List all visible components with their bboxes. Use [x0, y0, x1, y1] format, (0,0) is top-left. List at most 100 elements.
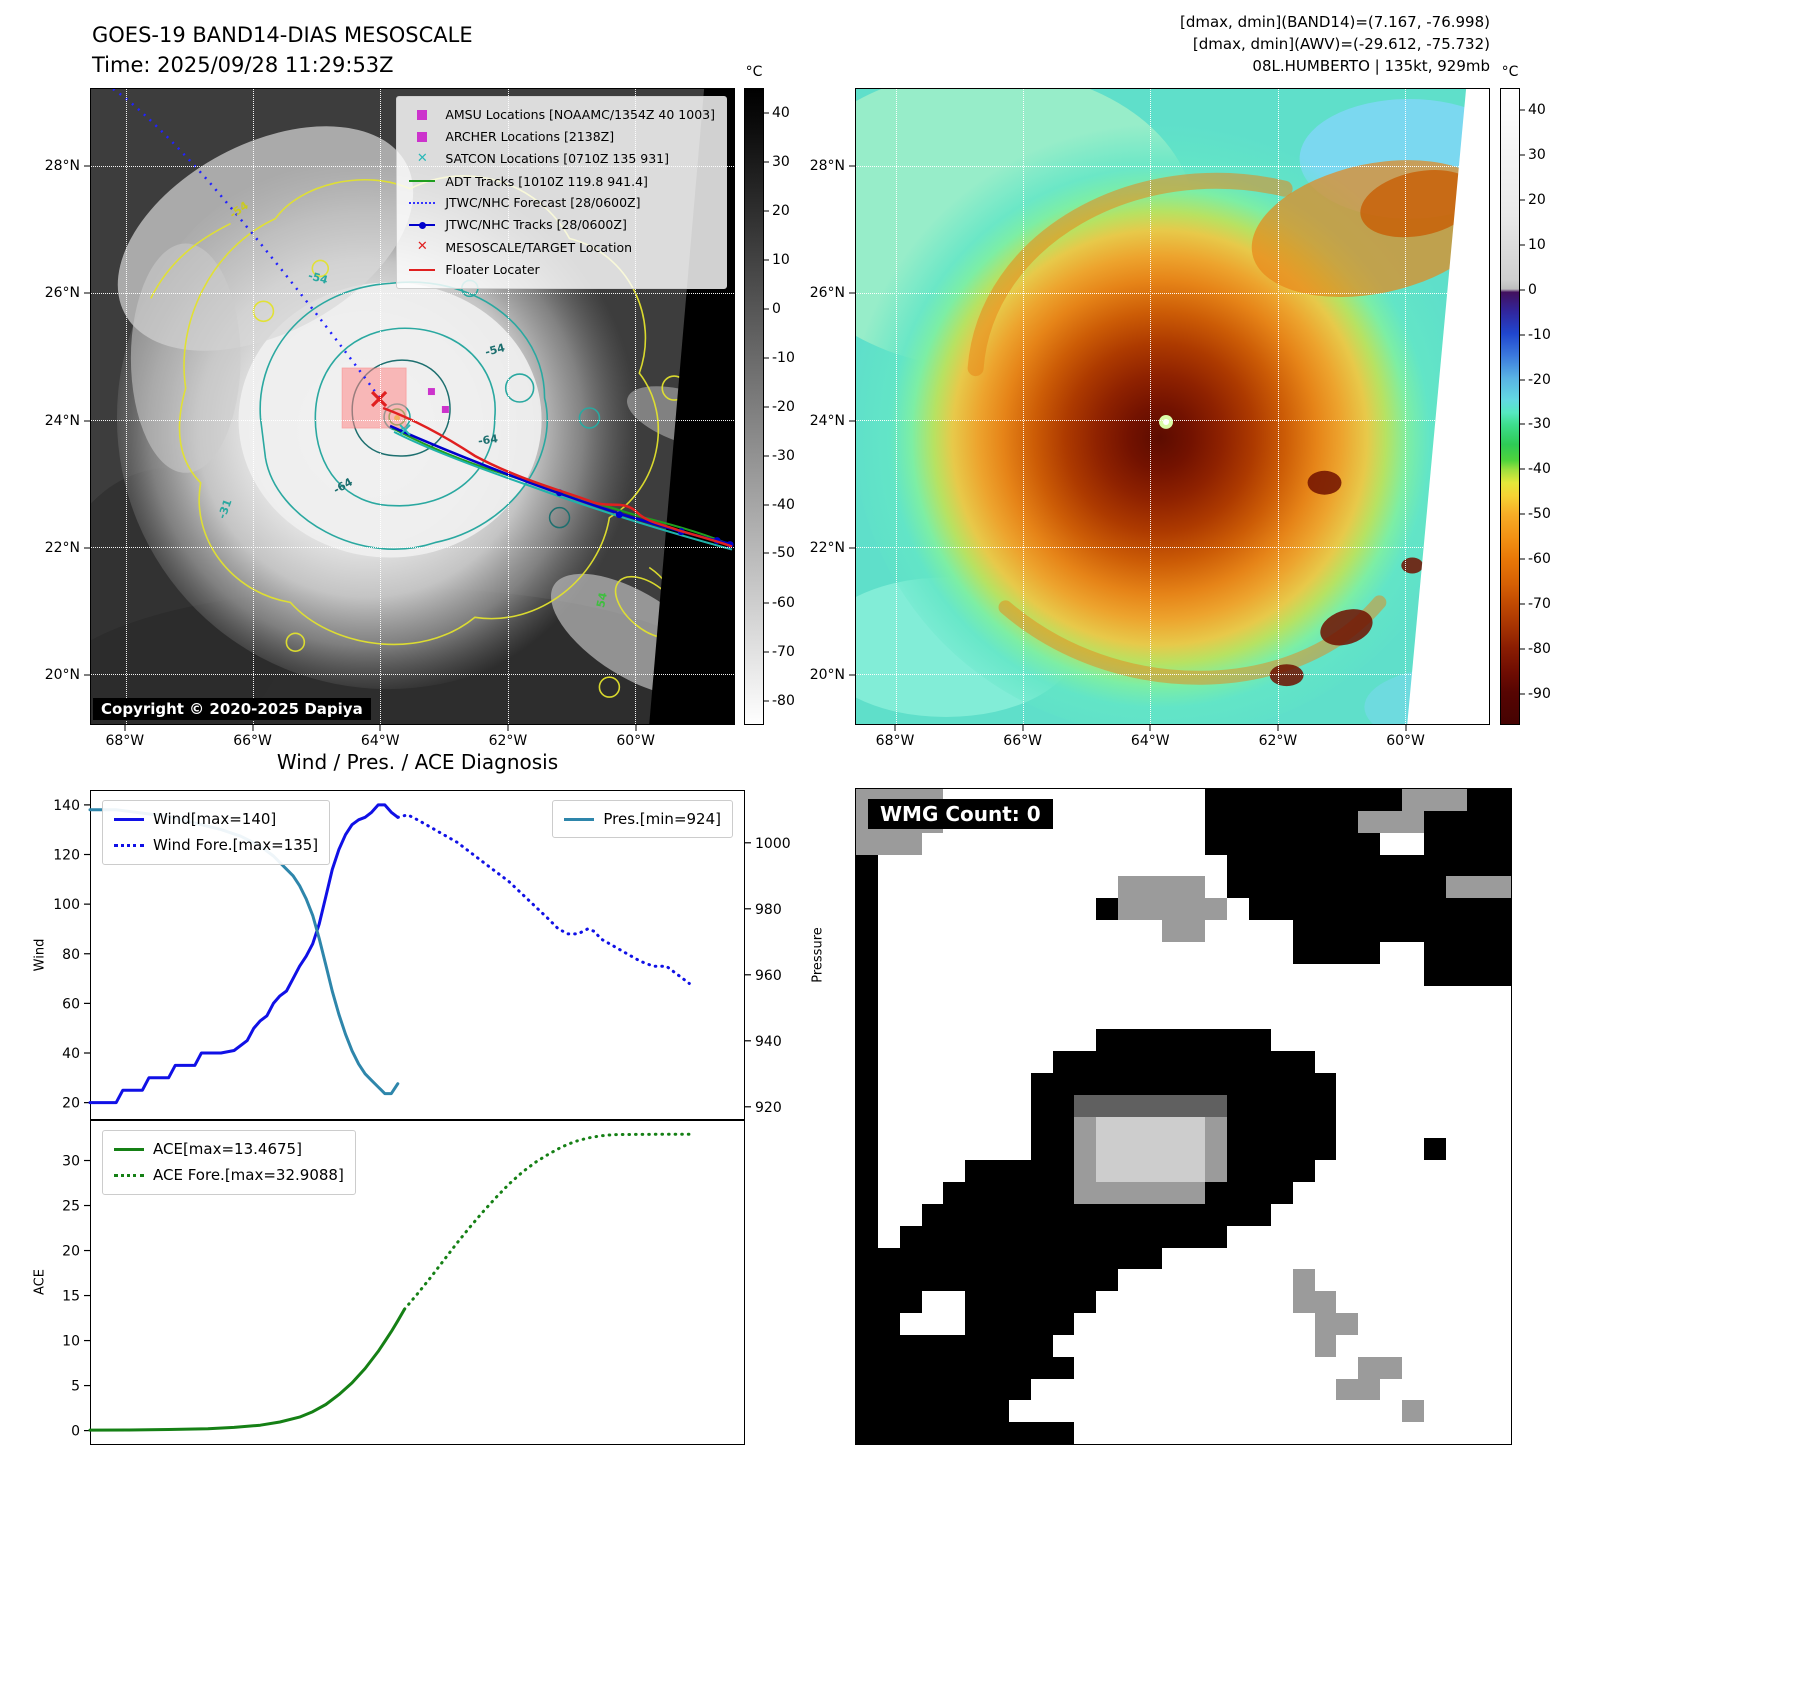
wmg-cell	[1074, 1291, 1097, 1313]
wmg-cell	[877, 1029, 900, 1051]
wmg-cell	[1183, 1225, 1206, 1248]
enhanced-ir-map-plot	[855, 88, 1490, 725]
wmg-cell	[943, 963, 966, 986]
wmg-cell	[965, 898, 987, 920]
series-ace-max-13-4675-	[88, 1307, 406, 1432]
satcon-track-line	[393, 431, 733, 551]
wmg-cell	[1380, 1182, 1402, 1204]
wmg-cell	[1489, 789, 1511, 811]
wmg-cell	[1205, 1225, 1228, 1248]
wmg-cell	[1008, 1225, 1031, 1248]
wmg-cell	[1445, 1072, 1468, 1095]
legend-row: Pres.[min=924]	[564, 806, 721, 832]
wmg-cell	[899, 1138, 922, 1161]
wmg-cell	[899, 1291, 922, 1313]
wmg-cell	[1074, 1400, 1097, 1423]
wmg-cell	[1380, 985, 1402, 1008]
wmg-cell	[1161, 941, 1184, 964]
wmg-cell	[943, 876, 966, 899]
axis-tick-label: 30	[62, 1154, 80, 1170]
wmg-cell	[1292, 1225, 1315, 1248]
wmg-cell	[856, 876, 878, 899]
colorbar-tick-label: -70	[1528, 595, 1551, 612]
wmg-cell	[921, 1291, 944, 1313]
lat-tick-label: 22°N	[44, 539, 80, 556]
wmg-cell	[1336, 1356, 1359, 1379]
wmg-cell	[987, 1094, 1009, 1117]
wmg-cell	[1183, 963, 1206, 986]
wmg-cell	[1118, 1334, 1140, 1357]
wmg-cell	[1401, 963, 1424, 986]
wmg-cell	[1401, 810, 1424, 833]
wmg-cell	[1074, 1422, 1097, 1444]
wmg-cell	[1161, 1094, 1184, 1117]
wmg-cell	[1445, 876, 1468, 899]
wmg-cell	[1161, 1116, 1184, 1139]
wmg-cell	[899, 963, 922, 986]
wmg-cell	[1008, 985, 1031, 1008]
wmg-cell	[1314, 876, 1337, 899]
legend-label: Wind[max=140]	[153, 810, 277, 828]
wmg-cell	[1445, 1313, 1468, 1335]
wmg-cell	[1052, 1356, 1075, 1379]
axis-tick-label: 940	[755, 1034, 782, 1050]
wmg-cell	[1423, 876, 1446, 899]
wmg-cell	[1467, 898, 1490, 920]
wmg-cell	[1401, 1378, 1424, 1401]
wmg-cell	[1249, 1356, 1271, 1379]
wmg-cell	[943, 1138, 966, 1161]
wmg-cell	[1030, 854, 1053, 877]
wmg-cell	[877, 1051, 900, 1073]
wmg-cell	[1336, 1138, 1359, 1161]
wmg-cell	[856, 1116, 878, 1139]
wmg-cell	[1249, 1138, 1271, 1161]
colorbar-tick	[1520, 289, 1525, 291]
colorbar-tick	[764, 406, 769, 407]
wmg-cell	[1161, 1182, 1184, 1204]
wmg-cell	[877, 898, 900, 920]
wmg-cell	[1096, 1029, 1118, 1051]
legend-row: Wind Fore.[max=135]	[114, 832, 318, 858]
wmg-cell	[1336, 1182, 1359, 1204]
wmg-cell	[965, 1269, 987, 1292]
axis-tick	[1405, 725, 1407, 731]
axis-tick	[124, 725, 126, 731]
wmg-cell	[856, 1291, 878, 1313]
colorbar-tick	[764, 602, 769, 603]
wmg-cell	[1183, 810, 1206, 833]
wmg-cell	[1336, 1334, 1359, 1357]
wmg-cell	[1052, 1291, 1075, 1313]
wmg-cell	[1336, 1422, 1359, 1444]
wmg-cell	[1292, 1334, 1315, 1357]
wmg-cell	[1314, 1160, 1337, 1182]
wmg-cell	[1096, 789, 1118, 811]
wmg-cell	[1183, 1160, 1206, 1182]
axis-tick-label: 100	[53, 897, 80, 913]
wmg-cell	[1358, 1160, 1380, 1182]
wmg-cell	[1292, 941, 1315, 964]
wmg-cell	[1292, 1203, 1315, 1226]
wmg-cell	[1074, 1160, 1097, 1182]
wmg-cell	[1227, 1225, 1249, 1248]
wmg-cell	[1401, 1269, 1424, 1292]
wmg-cell	[1380, 789, 1402, 811]
wmg-cell	[1401, 1334, 1424, 1357]
wmg-cell	[1270, 985, 1293, 1008]
wmg-cell	[1139, 920, 1162, 942]
wmg-cell	[1445, 920, 1468, 942]
wmg-cell	[1030, 1334, 1053, 1357]
wmg-cell	[987, 963, 1009, 986]
wmg-cell	[1096, 920, 1118, 942]
wmg-cell	[1096, 1203, 1118, 1226]
colorbar-tick	[1520, 154, 1525, 156]
wmg-cell	[1423, 1203, 1446, 1226]
wmg-cell	[1052, 810, 1075, 833]
wmg-cell	[1096, 1334, 1118, 1357]
wmg-cell	[1183, 1051, 1206, 1073]
wmg-cell	[1030, 1247, 1053, 1270]
wmg-cell	[1161, 876, 1184, 899]
wmg-cell	[1249, 920, 1271, 942]
wmg-cell	[1314, 1400, 1337, 1423]
wmg-cell	[1314, 898, 1337, 920]
mesoscale-target-marker-icon	[370, 390, 388, 408]
